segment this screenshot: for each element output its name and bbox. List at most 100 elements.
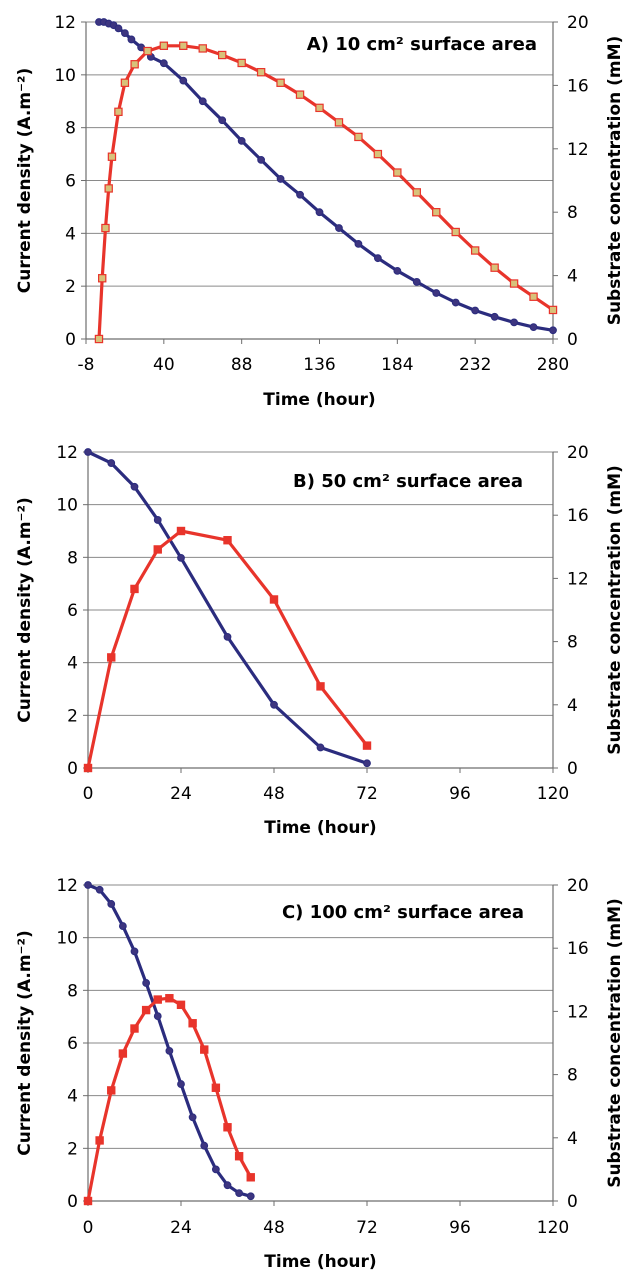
x-axis-title: Time (hour) xyxy=(264,1252,376,1272)
y2-axis-title: Substrate concentration (mM) xyxy=(605,465,625,755)
data-point xyxy=(188,1113,197,1122)
data-point xyxy=(188,1019,197,1028)
y-tick-label: 0 xyxy=(67,759,78,779)
y2-tick-label: 12 xyxy=(567,569,589,589)
data-point xyxy=(315,208,324,217)
data-point xyxy=(159,59,168,68)
data-point xyxy=(235,1189,244,1197)
chart-panel-0: 0 2 4 6 8 10 12 0 4 8 12 16 20 -8 40 88 136 184 232 280 Time… xyxy=(15,13,625,410)
y-tick-label: 10 xyxy=(56,929,78,949)
data-point xyxy=(200,1141,209,1150)
y-tick-label: 12 xyxy=(56,876,78,896)
panel-title: A) 10 cm² surface area xyxy=(307,34,537,55)
y2-tick-label: 16 xyxy=(567,506,589,526)
data-point xyxy=(276,175,285,183)
data-point xyxy=(354,240,363,248)
data-point xyxy=(432,289,441,297)
y-tick-label: 12 xyxy=(54,13,76,33)
y2-tick-label: 4 xyxy=(567,1129,578,1149)
y-axis-title: Current density (A.m⁻²) xyxy=(15,68,35,294)
data-point xyxy=(121,29,129,37)
data-point xyxy=(509,279,519,288)
data-point xyxy=(153,516,162,524)
y-tick-label: 6 xyxy=(67,601,78,621)
data-point xyxy=(153,545,162,554)
y-tick-label: 6 xyxy=(67,1034,78,1054)
data-point xyxy=(393,266,402,275)
data-point xyxy=(107,459,116,467)
data-point xyxy=(223,1181,232,1190)
y-tick-label: 2 xyxy=(65,277,76,297)
y2-tick-label: 0 xyxy=(567,1192,578,1212)
data-point xyxy=(120,78,130,87)
series-line-0 xyxy=(87,450,368,765)
data-point xyxy=(315,103,324,113)
x-tick-label: 24 xyxy=(170,1218,192,1238)
y2-tick-label: 20 xyxy=(567,13,589,33)
y-tick-label: 4 xyxy=(67,1087,78,1107)
x-axis-title: Time (hour) xyxy=(264,818,376,838)
data-point xyxy=(316,682,325,691)
data-point xyxy=(316,743,325,752)
x-tick-label: 120 xyxy=(537,784,569,804)
data-point xyxy=(237,136,246,145)
data-point xyxy=(127,35,136,44)
data-point xyxy=(363,759,371,768)
x-tick-label: 280 xyxy=(537,355,569,375)
data-point xyxy=(142,979,151,987)
data-point xyxy=(130,60,139,69)
y-tick-label: 6 xyxy=(65,172,76,192)
x-axis-title: Time (hour) xyxy=(263,390,375,410)
x-tick-label: 184 xyxy=(381,355,413,375)
data-point xyxy=(130,584,139,594)
data-point xyxy=(412,278,421,286)
data-point xyxy=(179,41,188,50)
data-point xyxy=(118,922,127,930)
x-tick-label: 48 xyxy=(263,1218,285,1238)
data-point xyxy=(256,67,266,77)
data-point xyxy=(234,1152,244,1161)
data-point xyxy=(179,76,188,85)
y2-tick-label: 16 xyxy=(567,76,589,96)
data-point xyxy=(490,312,499,321)
x-tick-label: 96 xyxy=(449,1218,471,1238)
data-point xyxy=(95,885,104,894)
series-line-1 xyxy=(97,44,554,340)
data-point xyxy=(165,994,174,1003)
data-point xyxy=(118,1049,128,1058)
data-point xyxy=(451,298,460,307)
data-point xyxy=(354,132,363,142)
data-point xyxy=(362,741,372,750)
x-tick-label: 72 xyxy=(356,784,378,804)
data-point xyxy=(270,700,278,709)
y-tick-label: 4 xyxy=(65,224,76,244)
data-point xyxy=(95,1136,104,1145)
x-tick-label: -8 xyxy=(78,355,95,375)
y2-tick-label: 0 xyxy=(567,759,578,779)
y2-tick-label: 8 xyxy=(567,1066,578,1086)
data-point xyxy=(84,881,92,889)
data-point xyxy=(176,526,186,536)
data-point xyxy=(198,44,207,53)
data-point xyxy=(153,1012,162,1021)
data-point xyxy=(198,97,207,106)
data-point xyxy=(130,947,139,956)
x-tick-label: 24 xyxy=(170,784,192,804)
y-tick-label: 8 xyxy=(65,119,76,139)
data-point xyxy=(98,274,107,283)
data-point xyxy=(218,50,227,60)
panel-title: C) 100 cm² surface area xyxy=(282,902,524,923)
y2-tick-label: 20 xyxy=(567,876,589,896)
x-tick-label: 232 xyxy=(459,355,491,375)
data-point xyxy=(176,1000,186,1010)
series-line-0 xyxy=(99,20,554,332)
series-line-1 xyxy=(86,996,253,1202)
data-point xyxy=(470,246,480,255)
series-line-1 xyxy=(86,529,369,769)
x-tick-label: 48 xyxy=(263,784,285,804)
data-point xyxy=(143,46,152,56)
data-point xyxy=(223,536,232,545)
y-tick-label: 8 xyxy=(67,981,78,1001)
